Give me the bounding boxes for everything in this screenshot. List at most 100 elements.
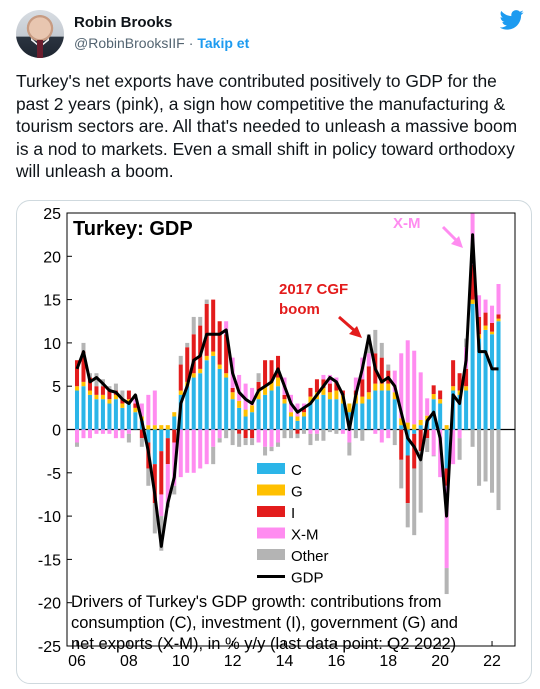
bar-other-26 [243,438,248,446]
bar-g-59 [457,390,462,395]
bar-other-50 [399,459,404,489]
bar-c-47 [379,390,384,430]
bar-g-3 [94,394,99,400]
bar-g-46 [373,383,378,391]
bar-xm-14 [165,464,170,504]
bar-other-17 [185,342,190,348]
bar-c-46 [373,390,378,430]
bar-xm-22 [217,429,222,439]
bar-xm-48 [386,429,391,439]
bar-i-57 [444,468,449,486]
bar-g-38 [321,387,326,395]
bar-c-26 [243,416,248,430]
chart-caption-line-1: Drivers of Turkey's GDP growth: contribu… [71,593,442,611]
bar-i-18 [191,334,196,374]
bar-other-11 [146,468,151,486]
bar-xm-52 [412,350,417,425]
bar-other-54 [425,438,430,453]
author-handle[interactable]: @RobinBrooksIIF [74,35,185,51]
bar-xm-43 [353,377,358,391]
bar-i-20 [204,303,209,356]
handle-row: @RobinBrooksIIF · Takip et [74,35,249,51]
bar-g-26 [243,409,248,417]
bar-xm-12 [152,390,157,426]
bar-xm-27 [250,387,255,406]
legend-swatch-c [257,463,285,474]
bar-xm-5 [107,429,112,434]
bar-i-37 [314,379,319,393]
bar-xm-49 [392,370,397,393]
bar-xm-42 [347,429,352,443]
bar-c-49 [392,399,397,430]
bar-xm-65 [496,284,501,315]
bar-xm-59 [457,429,462,439]
bar-i-15 [172,429,177,443]
bar-g-24 [230,392,235,400]
bar-xm-63 [483,299,488,313]
bar-xm-28 [256,429,261,443]
bar-other-19 [198,316,203,326]
follow-button[interactable]: Takip et [197,35,250,51]
bar-g-63 [483,325,488,330]
bar-other-57 [444,568,449,595]
y-tick-label-20: 20 [43,249,61,266]
bar-other-34 [295,433,300,439]
bar-other-35 [301,429,306,434]
bar-other-27 [250,438,255,446]
x-tick-label-16: 16 [327,653,345,670]
y-tick-label-15: 15 [43,293,61,310]
bar-i-23 [224,334,229,374]
twitter-bird-icon[interactable] [500,10,524,30]
bar-i-19 [198,325,203,369]
bar-xm-37 [314,429,319,434]
bar-xm-58 [451,429,456,465]
bar-c-53 [418,425,423,430]
bar-xm-4 [100,429,105,434]
bar-xm-10 [139,403,144,417]
bar-xm-9 [133,399,138,404]
bar-c-35 [301,416,306,430]
bar-g-16 [178,390,183,395]
bar-i-25 [237,429,242,434]
bar-g-23 [224,373,229,378]
legend-swatch-xm [257,527,285,539]
bar-g-12 [152,425,157,430]
bar-xm-50 [399,353,404,419]
bar-i-4 [100,386,105,395]
bar-g-9 [133,407,138,413]
bar-g-4 [100,394,105,400]
tweet-header: Robin Brooks @RobinBrooksIIF · Takip et [16,10,524,60]
bar-xm-57 [444,485,449,569]
bar-g-20 [204,355,209,361]
author-name[interactable]: Robin Brooks [74,14,173,31]
y-tick-label--5: -5 [47,466,61,483]
bar-other-43 [353,429,358,439]
bar-c-42 [347,412,352,430]
annotation-cgf-arrow [338,315,356,333]
bar-c-23 [224,377,229,430]
bar-i-65 [496,314,501,319]
bar-other-15 [172,485,177,495]
gdp-chart: 25 20 15 10 5 0 -5 -10 -15 -20 -25 06 08 10 12 14 16 18 20… [38,206,516,670]
bar-i-2 [87,377,92,391]
bar-g-49 [392,392,397,400]
bar-xm-45 [366,353,371,367]
bar-other-33 [288,429,294,439]
bar-g-11 [146,425,151,430]
bar-g-35 [301,412,306,417]
tweet-media-chart[interactable]: 25 20 15 10 5 0 -5 -10 -15 -20 -25 06 08 10 12 14 16 18 20… [16,200,532,684]
bar-xm-23 [224,321,229,335]
bar-xm-47 [379,429,384,443]
bar-g-29 [263,386,268,395]
y-tick-label--20: -20 [38,596,61,613]
avatar[interactable] [16,10,64,58]
bar-g-6 [113,394,118,400]
bar-i-30 [269,360,274,382]
bar-g-2 [87,390,92,395]
bar-xm-3 [94,429,99,434]
bar-other-16 [178,355,183,365]
y-tick-label-10: 10 [43,336,61,353]
bar-xm-1 [81,429,86,439]
bar-other-31 [276,442,281,447]
bar-g-14 [165,425,170,430]
